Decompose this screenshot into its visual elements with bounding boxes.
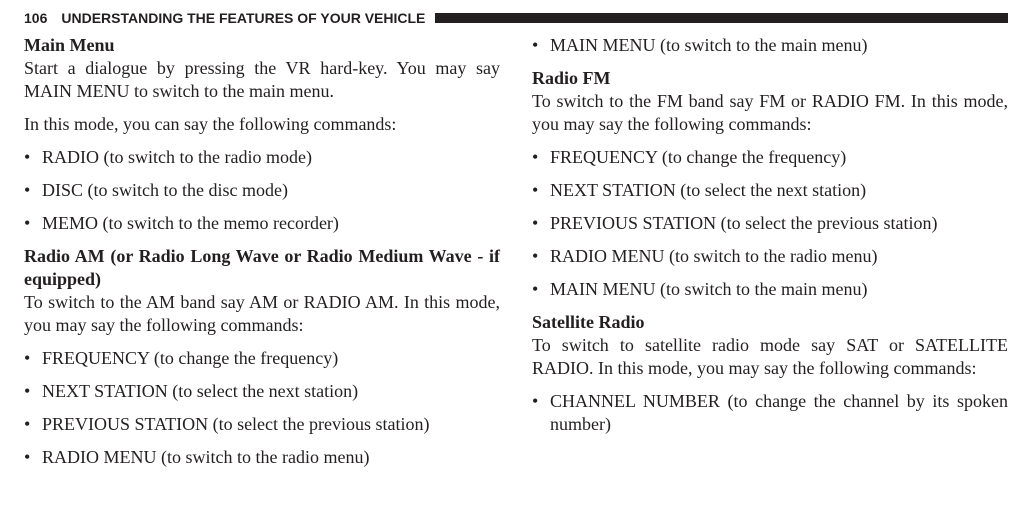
header-bar [435,13,1008,23]
list-item: NEXT STATION (to select the next station… [532,179,1008,202]
radio-fm-body: To switch to the FM band say FM or RADIO… [532,91,1008,134]
main-menu-heading: Main Menu [24,35,115,55]
columns: Main Menu Start a dialogue by pressing t… [24,34,1008,479]
list-item: PREVIOUS STATION (to select the previous… [24,413,500,436]
main-menu-body-2: In this mode, you can say the following … [24,113,500,136]
left-column: Main Menu Start a dialogue by pressing t… [24,34,500,479]
radio-fm-heading: Radio FM [532,68,611,88]
list-item: FREQUENCY (to change the frequency) [532,146,1008,169]
page: 106 UNDERSTANDING THE FEATURES OF YOUR V… [0,0,1032,518]
list-item: DISC (to switch to the disc mode) [24,179,500,202]
list-item: RADIO (to switch to the radio mode) [24,146,500,169]
radio-fm-block: Radio FM To switch to the FM band say FM… [532,67,1008,136]
radio-am-body: To switch to the AM band say AM or RADIO… [24,292,500,335]
list-item: NEXT STATION (to select the next station… [24,380,500,403]
radio-am-heading: Radio AM (or Radio Long Wave or Radio Me… [24,246,500,289]
satellite-block: Satellite Radio To switch to satellite r… [532,311,1008,380]
main-menu-list: RADIO (to switch to the radio mode) DISC… [24,146,500,235]
page-number: 106 [24,10,47,26]
main-menu-block: Main Menu Start a dialogue by pressing t… [24,34,500,103]
main-menu-body-1: Start a dialogue by pressing the VR hard… [24,58,500,101]
right-column: MAIN MENU (to switch to the main menu) R… [532,34,1008,479]
section-title: UNDERSTANDING THE FEATURES OF YOUR VEHIC… [61,10,425,26]
top-continued-list: MAIN MENU (to switch to the main menu) [532,34,1008,57]
list-item: CHANNEL NUMBER (to change the channel by… [532,390,1008,436]
radio-am-block: Radio AM (or Radio Long Wave or Radio Me… [24,245,500,337]
list-item: PREVIOUS STATION (to select the previous… [532,212,1008,235]
satellite-list: CHANNEL NUMBER (to change the channel by… [532,390,1008,436]
list-item: MEMO (to switch to the memo recorder) [24,212,500,235]
list-item: FREQUENCY (to change the frequency) [24,347,500,370]
satellite-heading: Satellite Radio [532,312,645,332]
satellite-body: To switch to satellite radio mode say SA… [532,335,1008,378]
list-item: MAIN MENU (to switch to the main menu) [532,34,1008,57]
radio-fm-list: FREQUENCY (to change the frequency) NEXT… [532,146,1008,301]
list-item: RADIO MENU (to switch to the radio menu) [24,446,500,469]
list-item: RADIO MENU (to switch to the radio menu) [532,245,1008,268]
page-header: 106 UNDERSTANDING THE FEATURES OF YOUR V… [24,10,1008,26]
radio-am-list: FREQUENCY (to change the frequency) NEXT… [24,347,500,469]
list-item: MAIN MENU (to switch to the main menu) [532,278,1008,301]
